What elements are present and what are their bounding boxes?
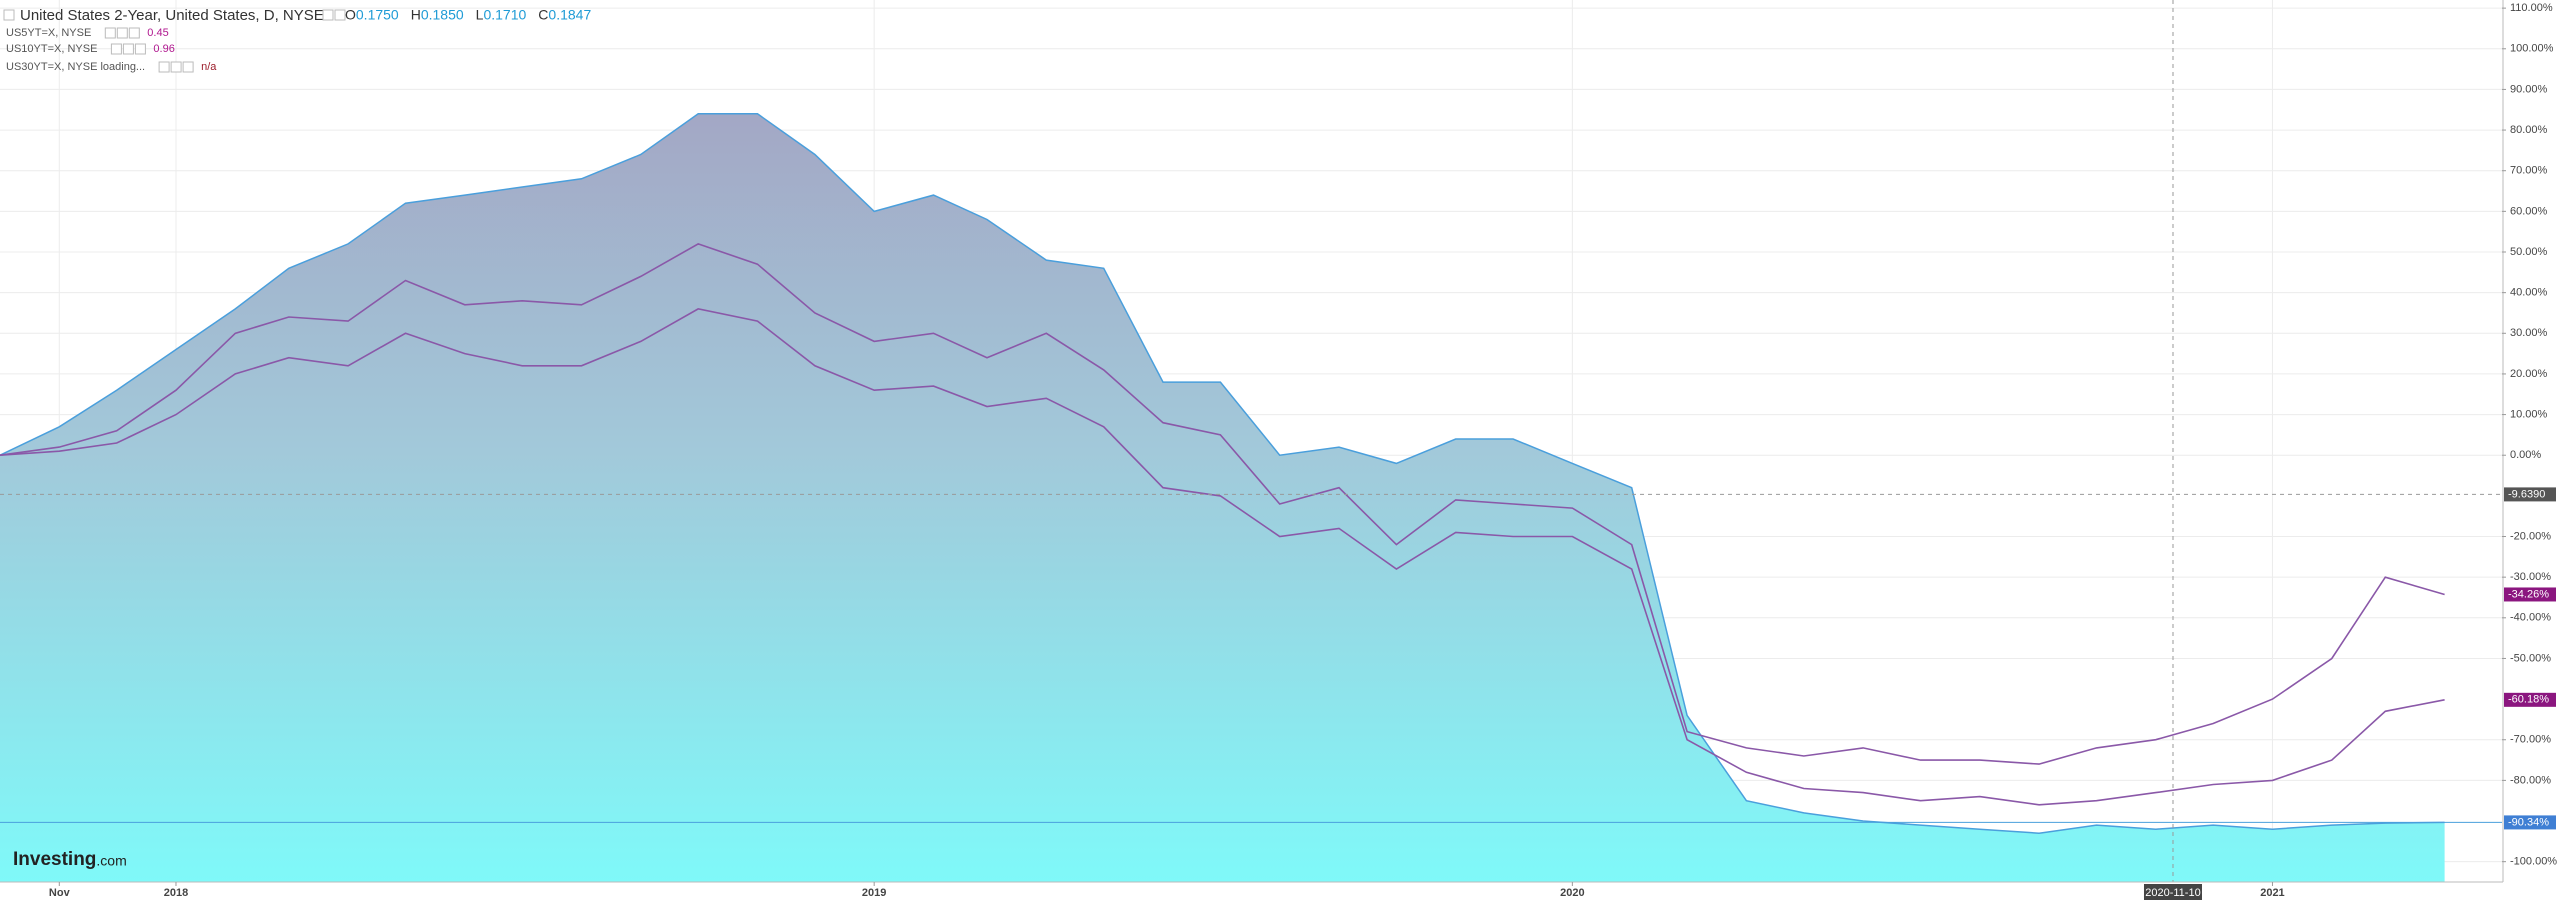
y-tick-label: 70.00% <box>2510 165 2548 177</box>
plot <box>0 113 2502 883</box>
legend-button[interactable] <box>110 43 122 55</box>
legend: United States 2-Year, United States, D, … <box>3 7 591 870</box>
y-tick-label: 10.00% <box>2510 408 2548 420</box>
y-tick-label: 40.00% <box>2510 287 2548 299</box>
y-tick-label: 100.00% <box>2510 43 2554 55</box>
ohlc-key: O <box>345 7 356 23</box>
ohlc-value: 0.1750 <box>356 7 399 23</box>
last-value-box <box>2504 815 2556 830</box>
legend-button[interactable] <box>116 27 128 39</box>
y-tick-label: -80.00% <box>2510 774 2551 786</box>
area-line <box>0 113 2445 834</box>
line <box>0 308 2445 806</box>
y-tick-label: 0.00% <box>2510 449 2541 461</box>
y-tick-label: 80.00% <box>2510 124 2548 136</box>
line <box>0 243 2445 765</box>
legend-series-value: 0.96 <box>153 43 174 55</box>
y-tick-label: 90.00% <box>2510 83 2548 95</box>
y-tick-label: 110.00% <box>2510 2 2553 14</box>
last-value-label: -34.26% <box>2508 588 2549 600</box>
last-value-box <box>2504 692 2556 707</box>
x-tick-label: 2021 <box>2260 887 2284 899</box>
legend-button[interactable] <box>158 61 170 73</box>
crosshair-y-box <box>2504 487 2556 502</box>
legend-button[interactable] <box>3 9 15 21</box>
legend-button[interactable] <box>104 27 116 39</box>
legend-series-name: US10YT=X, NYSE <box>6 43 97 55</box>
ohlc-key: H <box>411 7 421 23</box>
legend-button[interactable] <box>134 43 146 55</box>
ohlc-key: C <box>538 7 548 23</box>
crosshair-x-box <box>2143 884 2202 900</box>
y-tick-label: -40.00% <box>2510 612 2551 624</box>
legend-series-name: US5YT=X, NYSE <box>6 27 91 39</box>
last-value-box <box>2504 587 2556 602</box>
legend-button[interactable] <box>170 61 182 73</box>
legend-series-name: US30YT=X, NYSE loading... <box>6 61 145 73</box>
ohlc-value: 0.1850 <box>421 7 464 23</box>
legend-button[interactable] <box>128 27 140 39</box>
y-tick-label: -30.00% <box>2510 571 2551 583</box>
crosshair-y-label: -9.6390 <box>2508 488 2545 500</box>
legend-series-value: n/a <box>201 61 217 73</box>
axes: 110.00% 100.00% 90.00% 80.00% 70.00% 60.00% 50… <box>49 2 2557 900</box>
y-tick-label: 50.00% <box>2510 246 2548 258</box>
x-tick-label: 2020 <box>1560 887 1584 899</box>
legend-button[interactable] <box>122 43 134 55</box>
y-tick-label: 60.00% <box>2510 205 2548 217</box>
legend-button[interactable] <box>322 9 334 21</box>
x-tick-label: 2019 <box>862 887 886 899</box>
legend-series-value: 0.45 <box>147 27 168 39</box>
y-tick-label: -20.00% <box>2510 530 2551 542</box>
x-tick-label: Nov <box>49 887 71 899</box>
ohlc-value: 0.1710 <box>483 7 526 23</box>
y-tick-label: 20.00% <box>2510 368 2548 380</box>
x-tick-label: 2018 <box>164 887 188 899</box>
crosshair-x-label: 2020-11-10 <box>2145 887 2200 899</box>
legend-button[interactable] <box>182 61 194 73</box>
y-tick-label: -50.00% <box>2510 652 2551 664</box>
y-tick-label: -70.00% <box>2510 734 2551 746</box>
last-value-label: -60.18% <box>2508 694 2549 706</box>
watermark-suffix: .com <box>96 853 126 869</box>
y-tick-label: 30.00% <box>2510 327 2548 339</box>
ohlc-value: 0.1847 <box>548 7 591 23</box>
last-value-label: -90.34% <box>2508 816 2549 828</box>
watermark: Investing <box>13 849 96 870</box>
ohlc-key: L <box>476 7 484 23</box>
legend-title: United States 2-Year, United States, D, … <box>20 7 324 24</box>
legend-button[interactable] <box>334 9 346 21</box>
y-tick-label: -100.00% <box>2510 856 2557 868</box>
overlay <box>0 0 2502 882</box>
